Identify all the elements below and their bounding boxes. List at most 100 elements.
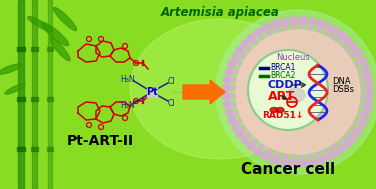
Circle shape [240,53,246,58]
Circle shape [332,144,338,150]
Circle shape [259,34,264,40]
Circle shape [284,160,291,167]
Circle shape [317,27,322,32]
Text: BRCA2: BRCA2 [270,71,296,81]
Circle shape [350,126,356,132]
Circle shape [324,30,330,36]
Circle shape [338,146,346,153]
Circle shape [232,124,239,131]
Circle shape [300,23,305,29]
Circle shape [361,94,367,99]
Circle shape [362,64,369,71]
Circle shape [332,34,338,40]
Circle shape [252,139,257,144]
Circle shape [309,18,316,25]
Text: Pt: Pt [146,87,158,97]
Ellipse shape [5,84,25,94]
Circle shape [324,148,330,154]
Text: Artemisia apiacea: Artemisia apiacea [161,6,279,19]
Circle shape [359,120,366,127]
Circle shape [226,109,232,116]
Text: DSBs: DSBs [332,85,354,94]
Ellipse shape [130,19,310,159]
Circle shape [293,16,299,23]
Bar [31,47,38,51]
Circle shape [355,50,362,57]
Circle shape [355,118,360,124]
Circle shape [301,160,308,167]
Circle shape [355,127,362,134]
Circle shape [317,157,324,164]
Circle shape [248,50,328,130]
Circle shape [254,148,261,155]
Circle shape [284,17,291,24]
Ellipse shape [0,64,22,74]
Circle shape [241,137,249,144]
Circle shape [324,23,331,30]
Circle shape [236,118,242,124]
Circle shape [301,17,308,24]
Circle shape [274,152,280,157]
Circle shape [317,20,324,27]
Circle shape [293,160,299,167]
Circle shape [338,32,346,39]
Circle shape [224,76,230,83]
Circle shape [274,27,280,32]
Circle shape [224,101,230,108]
Circle shape [345,46,350,51]
Circle shape [276,19,283,26]
Bar [47,97,53,101]
Text: ART: ART [268,90,296,102]
Circle shape [367,88,373,95]
Ellipse shape [270,108,278,112]
Text: BRCA1: BRCA1 [270,64,296,73]
Circle shape [252,40,257,45]
Circle shape [268,156,275,163]
Bar [17,47,25,51]
Ellipse shape [276,108,284,112]
Circle shape [236,46,243,53]
Circle shape [355,60,360,66]
Text: H₃N: H₃N [121,74,135,84]
Circle shape [228,117,235,124]
Circle shape [246,133,251,138]
Circle shape [365,105,371,112]
Circle shape [216,10,376,174]
Text: H₃N: H₃N [121,101,135,109]
Circle shape [358,68,363,74]
Circle shape [350,134,357,141]
Bar [17,97,25,101]
Circle shape [233,110,238,116]
Circle shape [308,154,314,160]
Ellipse shape [53,7,77,31]
Circle shape [223,93,230,100]
Circle shape [276,158,283,165]
Circle shape [229,85,235,91]
Circle shape [266,30,271,36]
Polygon shape [183,80,225,104]
Circle shape [230,102,236,108]
Circle shape [233,68,238,74]
Circle shape [282,154,288,160]
Bar [47,47,53,51]
Circle shape [362,113,369,120]
Circle shape [246,46,251,51]
Circle shape [282,24,288,30]
Text: Cl: Cl [167,77,175,85]
Circle shape [360,102,365,108]
Circle shape [359,57,366,64]
Circle shape [345,140,352,147]
Circle shape [254,29,261,36]
Ellipse shape [287,88,305,102]
Circle shape [361,85,367,91]
Circle shape [308,24,314,30]
Text: Cancer cell: Cancer cell [241,162,335,177]
Circle shape [309,159,316,166]
Circle shape [230,76,236,82]
Ellipse shape [50,37,70,61]
Circle shape [317,152,322,157]
Bar [18,0,24,189]
Bar [31,147,38,151]
Text: Pt-ART-II: Pt-ART-II [67,134,133,148]
Bar [147,87,157,97]
